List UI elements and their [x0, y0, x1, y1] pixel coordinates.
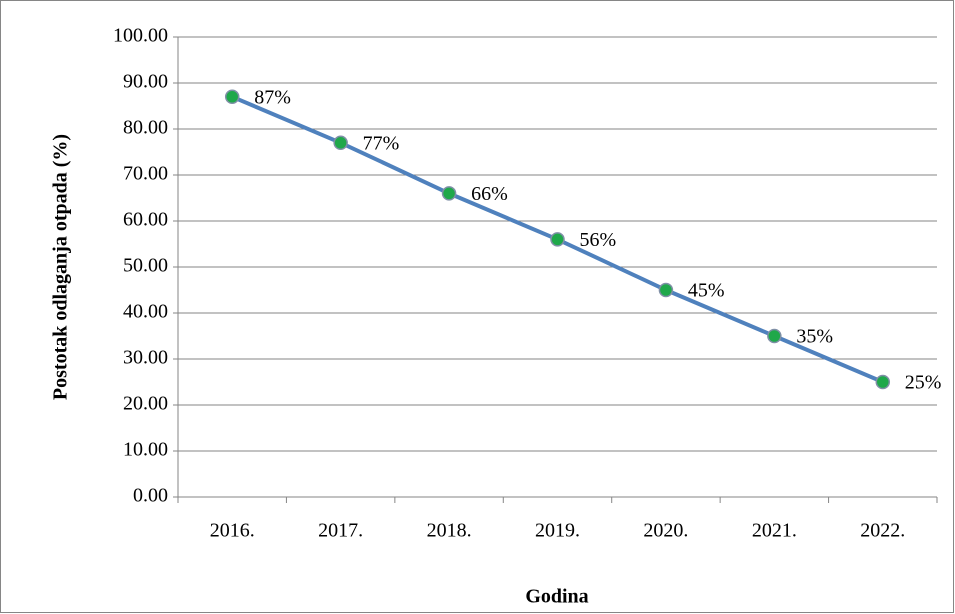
- x-tick-label: 2019.: [535, 520, 580, 542]
- x-tick-label: 2016.: [210, 520, 255, 542]
- x-tick-label: 2022.: [860, 520, 905, 542]
- marker: [550, 232, 565, 247]
- y-tick-label: 40.00: [123, 301, 168, 323]
- y-tick-label: 60.00: [123, 209, 168, 231]
- marker: [658, 282, 674, 298]
- y-tick-label: 30.00: [123, 347, 168, 369]
- x-tick-label: 2017.: [318, 520, 363, 542]
- y-tick-label: 20.00: [123, 393, 168, 415]
- data-label: 66%: [471, 183, 508, 205]
- x-tick-label: 2020.: [643, 520, 688, 542]
- y-tick-label: 90.00: [123, 71, 168, 93]
- y-tick-label: 100.00: [113, 25, 168, 47]
- marker: [767, 328, 782, 344]
- y-tick-label: 10.00: [123, 439, 168, 461]
- marker: [333, 135, 348, 151]
- data-label: 56%: [580, 229, 617, 251]
- x-axis-title: Godina: [525, 586, 588, 608]
- data-label: 25%: [905, 372, 942, 394]
- data-label: 87%: [254, 86, 291, 108]
- data-label: 45%: [688, 280, 725, 302]
- data-label: 35%: [796, 326, 833, 348]
- y-tick-label: 0.00: [133, 485, 168, 507]
- data-label: 77%: [363, 132, 400, 154]
- y-tick-label: 70.00: [123, 163, 168, 185]
- marker: [875, 374, 891, 390]
- x-tick-label: 2018.: [427, 520, 472, 542]
- x-tick-label: 2021.: [752, 520, 797, 542]
- y-tick-label: 50.00: [123, 255, 168, 277]
- marker: [224, 89, 240, 105]
- y-axis-title: Postotak odlaganja otpada (%): [50, 134, 72, 400]
- marker: [441, 186, 457, 201]
- y-tick-label: 80.00: [123, 117, 168, 139]
